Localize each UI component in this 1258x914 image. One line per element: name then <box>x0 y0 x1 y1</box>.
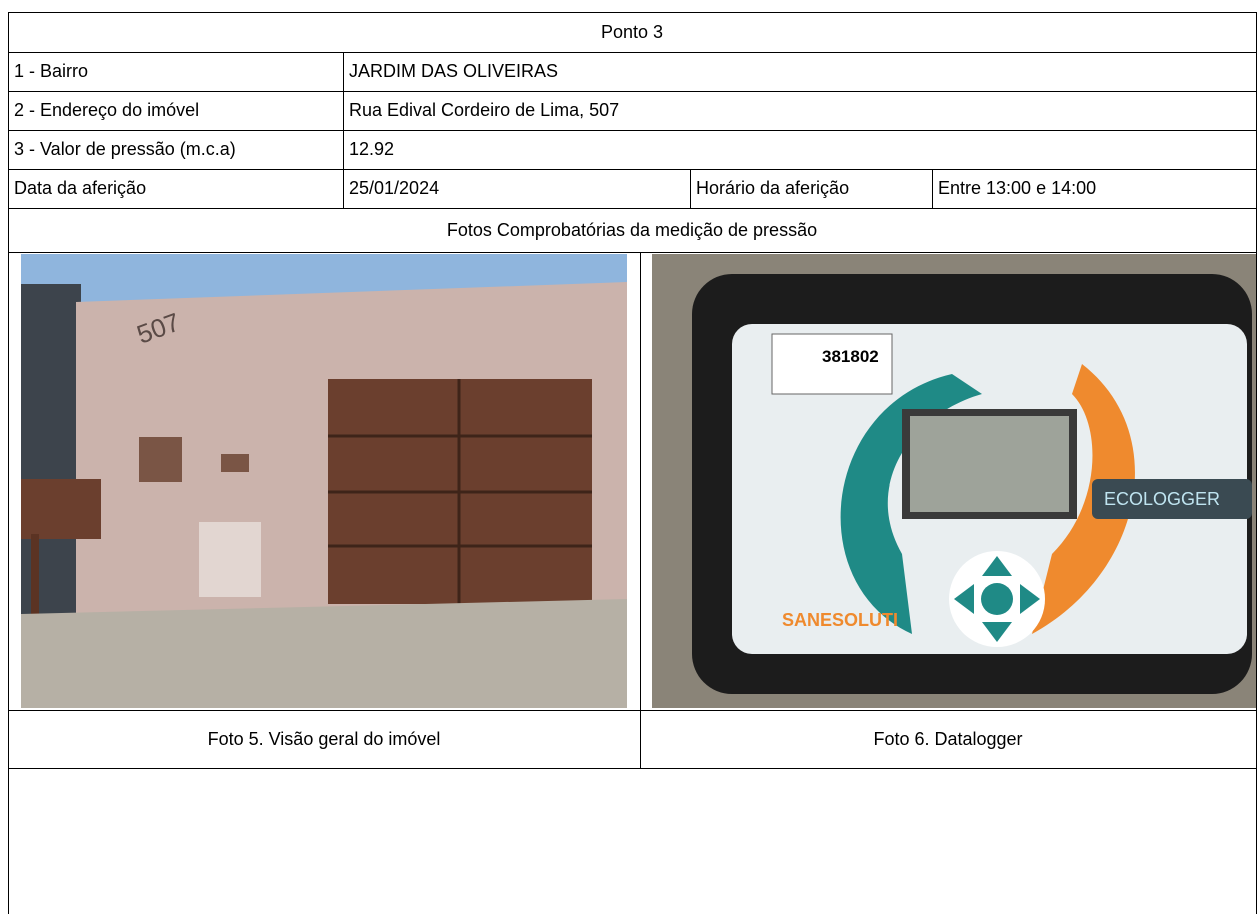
rule <box>932 169 933 208</box>
photo-text: SANESOLUTI <box>782 610 898 630</box>
rule <box>690 169 691 208</box>
photos-heading: Fotos Comprobatórias da medição de press… <box>446 219 818 240</box>
rule <box>1256 12 1257 914</box>
rule <box>343 52 344 208</box>
rule <box>8 52 1256 53</box>
value: 25/01/2024 <box>349 178 440 198</box>
rule <box>8 710 1256 711</box>
rule <box>8 12 9 914</box>
value: Entre 13:00 e 14:00 <box>938 178 1097 198</box>
value: JARDIM DAS OLIVEIRAS <box>349 61 559 81</box>
label: Data da aferição <box>14 178 147 198</box>
photo-datalogger: 381802 ECOLOGGER SANESOLUTI <box>652 254 1256 708</box>
photo-text: ECOLOGGER <box>1104 489 1220 509</box>
photo-house: 507 <box>21 254 627 708</box>
value: Rua Edival Cordeiro de Lima, 507 <box>349 100 620 120</box>
value: 12.92 <box>349 139 395 159</box>
rule <box>8 252 1256 253</box>
caption: Foto 5. Visão geral do imóvel <box>207 728 441 749</box>
rule <box>8 130 1256 131</box>
rule <box>8 169 1256 170</box>
title: Ponto 3 <box>600 21 664 42</box>
label: 3 - Valor de pressão (m.c.a) <box>14 139 236 159</box>
label: 1 - Bairro <box>14 61 89 81</box>
rule <box>8 91 1256 92</box>
caption: Foto 6. Datalogger <box>873 728 1023 749</box>
rule <box>640 252 641 768</box>
photo-text: 381802 <box>822 347 879 366</box>
label: Horário da aferição <box>696 178 850 198</box>
rule <box>8 768 1256 769</box>
label: 2 - Endereço do imóvel <box>14 100 200 120</box>
rule <box>8 208 1256 209</box>
rule <box>8 12 1256 13</box>
